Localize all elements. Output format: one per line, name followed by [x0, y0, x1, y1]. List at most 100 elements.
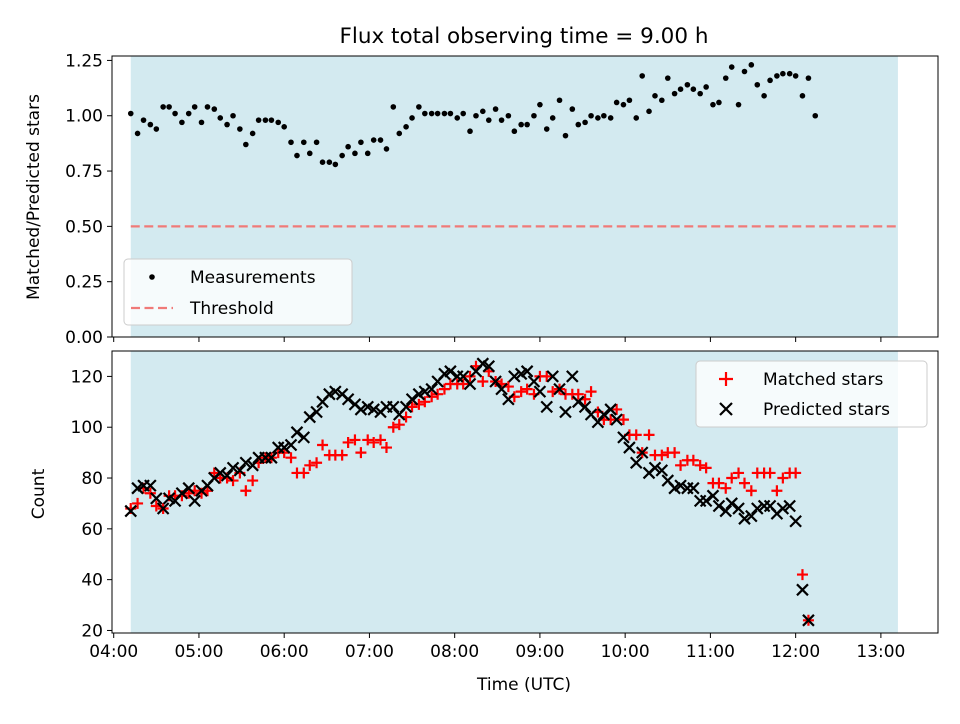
- matched-star-point: [541, 370, 553, 382]
- predicted-star-point: [226, 461, 240, 475]
- x-tick-label: 04:00: [89, 642, 138, 662]
- x-tick-label: 11:00: [686, 642, 735, 662]
- measurement-point: [396, 130, 403, 137]
- matched-star-point: [240, 485, 252, 497]
- measurement-point: [224, 121, 230, 128]
- measurement-point: [812, 112, 819, 119]
- top-y-tick-label: 0.00: [65, 328, 103, 348]
- x-tick-label: 05:00: [174, 642, 223, 662]
- predicted-star-point: [297, 431, 311, 444]
- predicted-star-point: [623, 441, 636, 454]
- matched-star-point: [572, 388, 584, 400]
- matched-star-point: [605, 414, 617, 426]
- measurement-point: [172, 110, 178, 117]
- measurement-point: [339, 152, 345, 159]
- bottom-y-tick-label: 40: [81, 571, 103, 591]
- measurement-point: [300, 139, 307, 146]
- measurement-point: [786, 70, 793, 77]
- predicted-star-point: [284, 438, 298, 452]
- measurement-point: [626, 97, 633, 104]
- predicted-star-point: [738, 512, 751, 525]
- bottom-y-tick-label: 120: [71, 367, 103, 387]
- bottom-x-axis-ticks: 04:00 05:00 06:00 07:00 08:00 09:00 10:00 11:00…: [89, 633, 905, 662]
- matched-star-point: [387, 421, 399, 433]
- legend-matched-marker: [719, 372, 733, 386]
- measurement-point: [370, 137, 377, 143]
- predicted-star-point: [175, 486, 189, 500]
- measurement-point: [754, 81, 761, 88]
- matched-star-point: [611, 403, 623, 415]
- measurement-point: [575, 121, 582, 128]
- bottom-y-tick-label: 80: [81, 469, 103, 489]
- matched-star-point: [656, 449, 668, 461]
- predicted-star-point: [303, 410, 317, 424]
- matched-star-point: [643, 429, 655, 441]
- predicted-star-point: [482, 359, 496, 373]
- x-tick-label: 12:00: [771, 642, 820, 662]
- measurement-point: [767, 77, 773, 84]
- matched-star-point: [355, 447, 367, 459]
- matched-star-point: [790, 467, 802, 479]
- matched-star-point: [771, 485, 783, 497]
- matched-star-point: [457, 378, 469, 390]
- predicted-star-point: [489, 375, 502, 388]
- predicted-star-point: [508, 370, 521, 383]
- measurement-point: [306, 150, 313, 157]
- measurement-point: [543, 126, 550, 132]
- predicted-star-point: [635, 446, 649, 459]
- bottom-plot-frame: [111, 350, 939, 634]
- matched-star-point: [745, 485, 757, 497]
- ratio-panel: 0.00 0.25 0.50 0.75 1.00 1.25 Matched/Predict…: [24, 51, 939, 348]
- matched-star-point: [720, 482, 732, 494]
- predicted-star-point: [617, 431, 630, 444]
- predicted-star-point: [399, 400, 413, 414]
- predicted-star-point: [604, 403, 617, 416]
- measurement-point: [748, 62, 755, 68]
- measurement-point: [447, 110, 454, 117]
- x-tick-label: 07:00: [345, 642, 394, 662]
- x-tick-label: 10:00: [601, 642, 650, 662]
- predicted-star-point: [546, 370, 559, 383]
- measurement-point: [332, 161, 339, 168]
- matched-star-point: [375, 434, 387, 446]
- measurement-point: [511, 128, 518, 135]
- matched-star-point: [675, 459, 687, 471]
- measurement-point: [140, 117, 147, 123]
- measurement-point: [588, 112, 594, 119]
- matched-star-point: [464, 370, 476, 382]
- matched-star-point: [311, 457, 323, 469]
- measurement-point: [153, 126, 160, 132]
- measurement-point: [774, 73, 780, 79]
- matched-star-point: [713, 477, 725, 489]
- matched-star-point: [380, 442, 392, 454]
- measurement-point: [498, 117, 505, 123]
- predicted-star-point: [776, 502, 790, 515]
- measurement-point: [646, 108, 652, 115]
- matched-star-point: [477, 375, 489, 387]
- matched-star-point: [726, 472, 738, 484]
- bottom-legend-box: [695, 360, 928, 428]
- predicted-star-point: [591, 415, 605, 429]
- measurement-point: [620, 101, 627, 108]
- matched-star-point: [700, 462, 712, 474]
- predicted-star-point: [566, 370, 579, 383]
- bottom-y-tick-label: 20: [81, 621, 103, 641]
- measurement-point: [434, 110, 441, 117]
- measurement-point: [792, 73, 799, 79]
- predicted-star-point: [425, 382, 438, 396]
- predicted-star-point: [745, 509, 758, 523]
- predicted-star-point: [553, 382, 566, 396]
- measurement-point: [473, 112, 479, 119]
- measurement-point: [364, 150, 371, 157]
- matched-star-point: [419, 396, 431, 408]
- measurement-point: [345, 143, 351, 150]
- bottom-y-axis-ticks: 20 40 60 80 100 120: [71, 367, 112, 641]
- top-y-tick-label: 0.50: [65, 217, 103, 237]
- measurement-point: [288, 139, 294, 146]
- x-tick-label: 09:00: [515, 642, 564, 662]
- predicted-star-point: [265, 451, 278, 464]
- measurement-point: [185, 110, 192, 117]
- matched-star-point: [426, 391, 438, 403]
- predicted-star-point: [463, 377, 477, 391]
- matched-star-point: [515, 386, 527, 398]
